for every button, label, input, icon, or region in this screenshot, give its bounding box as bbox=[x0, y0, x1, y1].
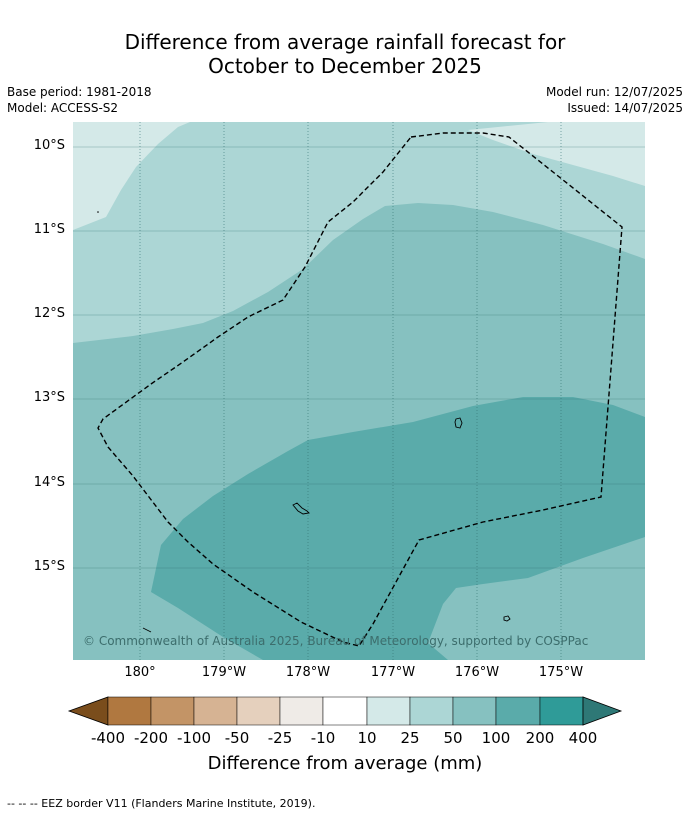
colorbar-tick-5: -25 bbox=[267, 729, 293, 747]
band-10-25-right bbox=[468, 122, 645, 186]
lon-label-179w: 179°W bbox=[201, 665, 247, 680]
lat-label-13s: 13°S bbox=[33, 390, 65, 405]
colorbar-swatch-1 bbox=[107, 696, 152, 726]
colorbar-swatch-3 bbox=[193, 696, 238, 726]
lat-label-10s: 10°S bbox=[33, 138, 65, 153]
colorbar-tick-11: 200 bbox=[525, 729, 555, 747]
lon-label-178w: 178°W bbox=[285, 665, 331, 680]
band-10-25-left bbox=[73, 122, 190, 230]
colorbar-tick-12: 400 bbox=[568, 729, 598, 747]
model-run-text: Model run: 12/07/2025 bbox=[545, 85, 683, 99]
colorbar bbox=[67, 696, 623, 726]
base-period-text: Base period: 1981-2018 bbox=[7, 85, 152, 99]
lat-label-15s: 15°S bbox=[33, 559, 65, 574]
colorbar-tick-6: -10 bbox=[310, 729, 336, 747]
issued-text: Issued: 14/07/2025 bbox=[567, 101, 683, 115]
lat-label-14s: 14°S bbox=[33, 475, 65, 490]
graticule bbox=[73, 146, 645, 569]
map-title: Difference from average rainfall forecas… bbox=[0, 30, 690, 78]
island-southwest-sliver bbox=[142, 627, 152, 633]
band-25-50 bbox=[73, 122, 645, 343]
colorbar-tick-4: -50 bbox=[224, 729, 250, 747]
colorbar-swatch-11 bbox=[539, 696, 584, 726]
island-futuna bbox=[454, 417, 463, 429]
colorbar-low-extension bbox=[67, 696, 109, 726]
colorbar-swatch-5 bbox=[279, 696, 324, 726]
island-dot bbox=[97, 211, 99, 213]
colorbar-tick-9: 50 bbox=[443, 729, 463, 747]
lon-label-177w: 177°W bbox=[370, 665, 416, 680]
colorbar-tick-10: 100 bbox=[481, 729, 511, 747]
title-line-2: October to December 2025 bbox=[208, 54, 482, 78]
colorbar-tick-2: -200 bbox=[133, 729, 169, 747]
rainfall-map: © Commonwealth of Australia 2025, Bureau… bbox=[73, 122, 645, 660]
colorbar-label: Difference from average (mm) bbox=[207, 753, 483, 774]
colorbar-swatch-10 bbox=[495, 696, 541, 726]
lon-label-176w: 176°W bbox=[454, 665, 500, 680]
lon-label-180: 180° bbox=[124, 665, 156, 680]
meta-right: Model run: 12/07/2025 Issued: 14/07/2025 bbox=[546, 84, 683, 116]
colorbar-swatch-7 bbox=[366, 696, 411, 726]
title-line-1: Difference from average rainfall forecas… bbox=[124, 30, 566, 54]
island-small-south bbox=[503, 615, 511, 622]
colorbar-tick-1: -400 bbox=[90, 729, 126, 747]
island-wallis bbox=[292, 502, 310, 515]
lon-label-175w: 175°W bbox=[538, 665, 584, 680]
colorbar-high-extension bbox=[582, 696, 623, 726]
colorbar-tick-7: 10 bbox=[357, 729, 377, 747]
model-text: Model: ACCESS-S2 bbox=[7, 101, 119, 115]
colorbar-swatch-4 bbox=[236, 696, 281, 726]
colorbar-swatch-6 bbox=[322, 696, 368, 726]
copyright-text: © Commonwealth of Australia 2025, Bureau… bbox=[83, 634, 588, 648]
colorbar-swatch-2 bbox=[150, 696, 195, 726]
eez-footer-note: -- -- -- EEZ border V11 (Flanders Marine… bbox=[7, 797, 316, 810]
colorbar-tick-3: -100 bbox=[176, 729, 212, 747]
band-100-200 bbox=[151, 397, 645, 660]
colorbar-swatch-9 bbox=[452, 696, 497, 726]
lat-label-11s: 11°S bbox=[33, 222, 65, 237]
eez-border bbox=[97, 132, 623, 647]
colorbar-swatch-8 bbox=[409, 696, 454, 726]
meta-left: Base period: 1981-2018 Model: ACCESS-S2 bbox=[7, 84, 152, 116]
lat-label-12s: 12°S bbox=[33, 306, 65, 321]
colorbar-tick-8: 25 bbox=[400, 729, 420, 747]
